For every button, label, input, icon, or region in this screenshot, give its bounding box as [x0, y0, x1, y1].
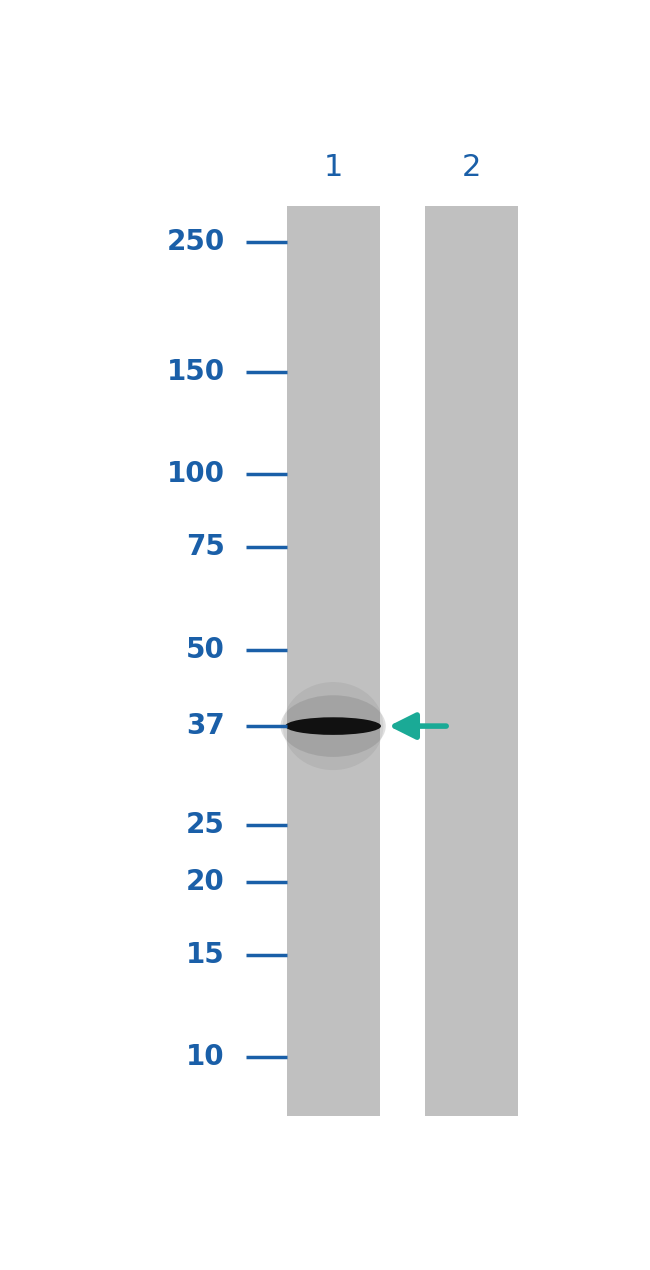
Ellipse shape: [283, 682, 384, 770]
Bar: [287, 206, 380, 1115]
Ellipse shape: [281, 695, 385, 757]
Text: 75: 75: [186, 533, 225, 561]
Text: 37: 37: [186, 712, 225, 740]
Text: 100: 100: [167, 460, 225, 489]
Text: 50: 50: [186, 636, 225, 664]
Text: 2: 2: [462, 152, 482, 182]
Text: 20: 20: [186, 867, 225, 895]
Bar: [425, 206, 518, 1115]
Ellipse shape: [285, 718, 381, 735]
Text: 25: 25: [186, 812, 225, 839]
Text: 250: 250: [166, 229, 225, 257]
Text: 150: 150: [166, 358, 225, 386]
Text: 15: 15: [186, 941, 225, 969]
Text: 10: 10: [186, 1044, 225, 1072]
Text: 1: 1: [324, 152, 343, 182]
